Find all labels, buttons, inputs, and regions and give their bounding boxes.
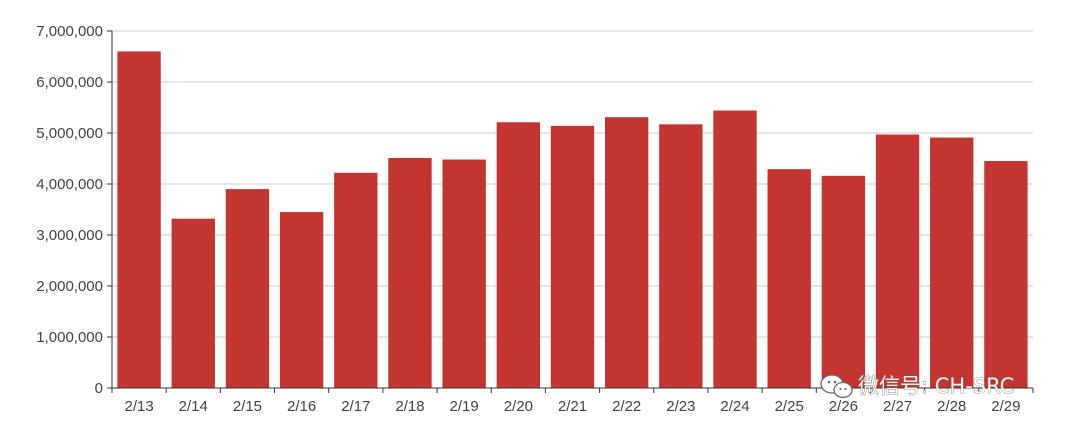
- x-tick-label: 2/17: [341, 398, 370, 415]
- x-tick-label: 2/29: [991, 398, 1020, 415]
- y-tick-label: 7,000,000: [36, 23, 103, 40]
- x-tick-label: 2/20: [504, 398, 533, 415]
- y-tick-label: 2,000,000: [36, 278, 103, 295]
- y-tick-label: 1,000,000: [36, 329, 103, 346]
- x-tick-label: 2/15: [233, 398, 262, 415]
- x-tick-label: 2/28: [937, 398, 966, 415]
- x-tick-label: 2/27: [883, 398, 912, 415]
- y-tick-label: 0: [95, 380, 103, 397]
- bar-2-23: [659, 124, 703, 388]
- bar-2-15: [225, 189, 270, 388]
- x-tick-label: 2/13: [124, 398, 153, 415]
- bar-2-25: [767, 169, 811, 388]
- x-tick-label: 2/23: [666, 398, 695, 415]
- bar-2-24: [713, 110, 757, 388]
- x-tick-label: 2/22: [612, 398, 641, 415]
- wechat-icon: [820, 374, 853, 399]
- x-tick-label: 2/14: [179, 398, 208, 415]
- bars: [117, 51, 1028, 389]
- watermark-text: 微信号: CH-SRC: [858, 374, 1014, 398]
- y-tick-label: 4,000,000: [36, 176, 103, 193]
- x-tick-label: 2/25: [775, 398, 804, 415]
- bar-2-22: [605, 117, 649, 388]
- bar-2-21: [550, 125, 595, 389]
- bar-2-19: [442, 159, 486, 388]
- y-tick-label: 3,000,000: [36, 227, 103, 244]
- watermark: 微信号: CH-SRC: [820, 374, 1015, 399]
- bar-2-17: [334, 172, 378, 388]
- y-tick-label: 5,000,000: [36, 125, 103, 142]
- bar-2-13: [117, 51, 161, 389]
- bar-2-29: [984, 161, 1028, 388]
- bar-2-26: [821, 175, 866, 388]
- y-tick-label: 6,000,000: [36, 74, 103, 91]
- bar-2-27: [875, 134, 920, 388]
- bar-2-28: [930, 137, 974, 388]
- x-tick-label: 2/26: [829, 398, 858, 415]
- y-tick-labels: 0 1,000,000 2,000,000 3,000,000 4,000,000 5,0…: [36, 23, 112, 397]
- bar-2-20: [496, 122, 540, 388]
- x-tick-label: 2/18: [395, 398, 424, 415]
- axes: [111, 31, 1033, 389]
- x-tick-label: 2/24: [720, 398, 749, 415]
- x-tick-labels: 2/13 2/14 2/15 2/16 2/17 2/18 2/19 2/20 2/21 2/22…: [111, 388, 1034, 415]
- bar-2-16: [279, 212, 324, 388]
- bar-2-18: [388, 157, 432, 388]
- x-tick-label: 2/16: [287, 398, 316, 415]
- x-tick-label: 2/19: [450, 398, 479, 415]
- bar-2-14: [171, 218, 215, 388]
- x-tick-label: 2/21: [558, 398, 587, 415]
